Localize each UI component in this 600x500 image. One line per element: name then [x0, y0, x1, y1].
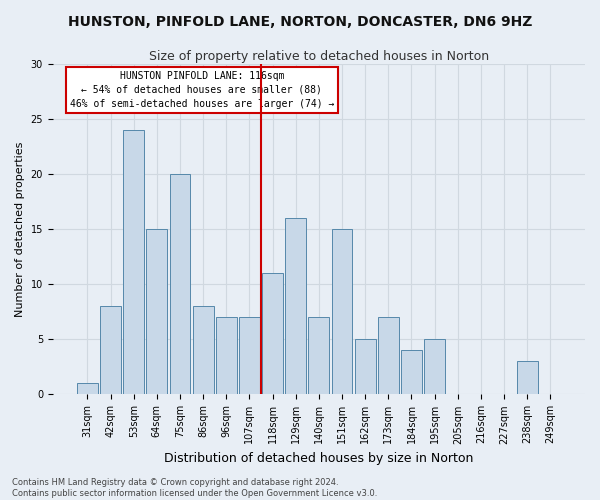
Bar	[378, 318, 399, 394]
Bar	[100, 306, 121, 394]
Text: HUNSTON PINFOLD LANE: 116sqm
← 54% of detached houses are smaller (88)
46% of se: HUNSTON PINFOLD LANE: 116sqm ← 54% of de…	[70, 71, 334, 109]
Bar	[239, 318, 260, 394]
Bar	[355, 340, 376, 394]
X-axis label: Distribution of detached houses by size in Norton: Distribution of detached houses by size …	[164, 452, 473, 465]
Bar	[332, 230, 352, 394]
Text: Contains HM Land Registry data © Crown copyright and database right 2024.
Contai: Contains HM Land Registry data © Crown c…	[12, 478, 377, 498]
Y-axis label: Number of detached properties: Number of detached properties	[15, 142, 25, 317]
Title: Size of property relative to detached houses in Norton: Size of property relative to detached ho…	[149, 50, 489, 63]
Bar	[216, 318, 237, 394]
Bar	[308, 318, 329, 394]
Bar	[401, 350, 422, 395]
Bar	[146, 230, 167, 394]
Bar	[170, 174, 190, 394]
Text: HUNSTON, PINFOLD LANE, NORTON, DONCASTER, DN6 9HZ: HUNSTON, PINFOLD LANE, NORTON, DONCASTER…	[68, 15, 532, 29]
Bar	[424, 340, 445, 394]
Bar	[517, 362, 538, 394]
Bar	[77, 384, 98, 394]
Bar	[193, 306, 214, 394]
Bar	[123, 130, 144, 394]
Bar	[286, 218, 306, 394]
Bar	[262, 274, 283, 394]
